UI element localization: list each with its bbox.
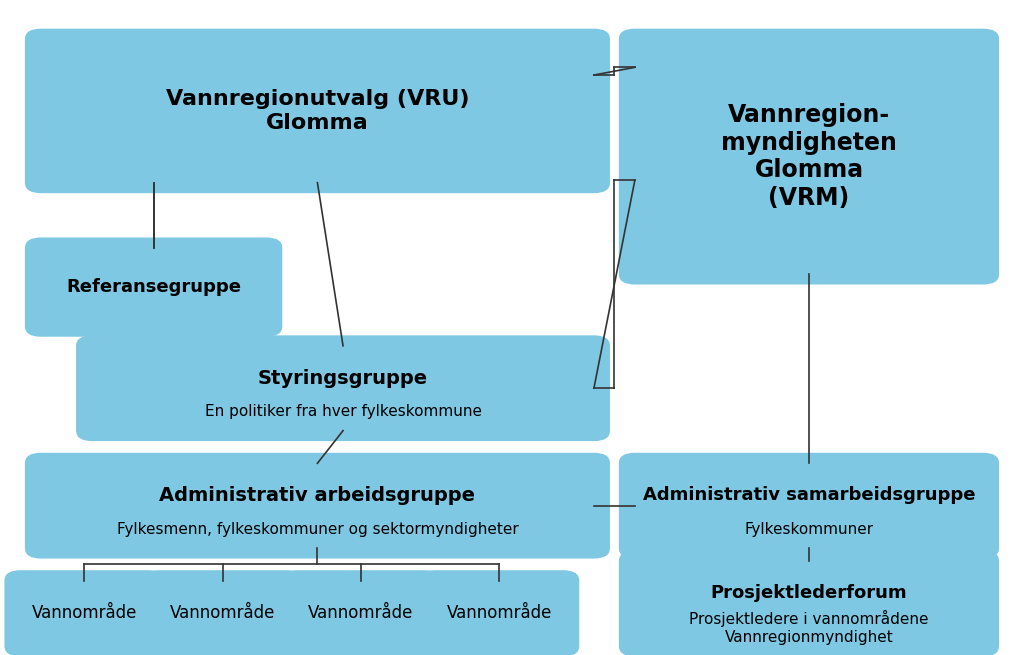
Text: Fylkesmenn, fylkeskommuner og sektormyndigheter: Fylkesmenn, fylkeskommuner og sektormynd… <box>117 522 518 537</box>
Text: Vannregion-
myndigheten
Glomma
(VRM): Vannregion- myndigheten Glomma (VRM) <box>721 103 897 210</box>
Text: Styringsgruppe: Styringsgruppe <box>258 369 428 388</box>
FancyBboxPatch shape <box>143 571 302 655</box>
FancyBboxPatch shape <box>26 29 609 193</box>
FancyBboxPatch shape <box>77 336 609 440</box>
Text: Administrativ samarbeidsgruppe: Administrativ samarbeidsgruppe <box>643 487 975 504</box>
Text: Prosjektledere i vannområdene
Vannregionmyndighet: Prosjektledere i vannområdene Vannregion… <box>689 610 929 645</box>
FancyBboxPatch shape <box>620 29 998 284</box>
FancyBboxPatch shape <box>620 453 998 558</box>
FancyBboxPatch shape <box>26 453 609 558</box>
Text: Vannområde: Vannområde <box>308 605 414 622</box>
Text: Prosjektlederforum: Prosjektlederforum <box>711 584 907 603</box>
FancyBboxPatch shape <box>282 571 440 655</box>
Text: Administrativ arbeidsgruppe: Administrativ arbeidsgruppe <box>160 486 475 505</box>
FancyBboxPatch shape <box>5 571 164 655</box>
Text: Vannområde: Vannområde <box>446 605 552 622</box>
Text: Vannregionutvalg (VRU)
Glomma: Vannregionutvalg (VRU) Glomma <box>166 89 469 132</box>
FancyBboxPatch shape <box>620 552 998 655</box>
Text: Vannområde: Vannområde <box>170 605 275 622</box>
Text: Referansegruppe: Referansegruppe <box>67 278 241 296</box>
Text: Vannområde: Vannområde <box>32 605 137 622</box>
Text: En politiker fra hver fylkeskommune: En politiker fra hver fylkeskommune <box>205 405 481 419</box>
FancyBboxPatch shape <box>420 571 579 655</box>
Text: Fylkeskommuner: Fylkeskommuner <box>744 522 873 537</box>
FancyBboxPatch shape <box>26 238 282 336</box>
